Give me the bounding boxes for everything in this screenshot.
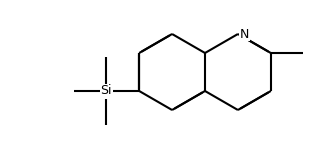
Text: Si: Si: [100, 85, 112, 97]
Text: N: N: [240, 28, 249, 40]
